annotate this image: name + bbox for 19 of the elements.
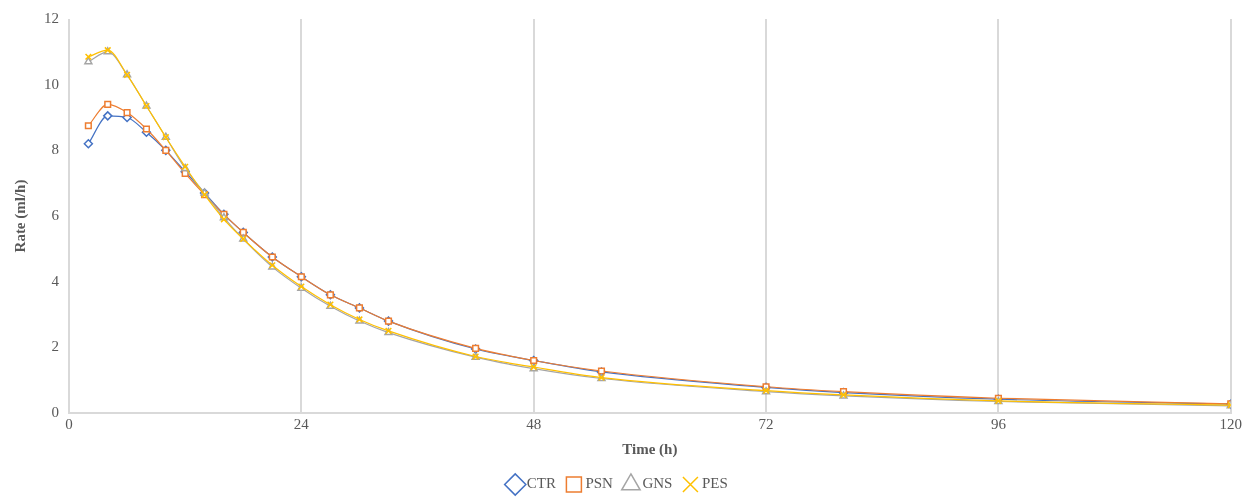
y-tick-label: 0	[51, 403, 59, 420]
x-tick-label: 96	[990, 415, 1007, 432]
legend-label: GNS	[642, 475, 673, 492]
y-tick-label: 6	[51, 206, 60, 223]
y-tick-label: 4	[51, 272, 60, 289]
x-tick-label: 24	[293, 415, 310, 432]
x-tick-label: 72	[758, 415, 774, 432]
y-tick-label: 2	[51, 338, 59, 355]
legend-label: PSN	[585, 475, 614, 492]
x-axis-title: Time (h)	[622, 440, 678, 458]
y-tick-label: 12	[44, 9, 59, 26]
legend-label: CTR	[526, 475, 556, 492]
y-tick-label: 10	[44, 75, 59, 92]
x-tick-label: 48	[526, 415, 542, 432]
y-axis-title: Rate (ml/h)	[11, 179, 29, 253]
x-tick-label: 0	[65, 415, 73, 432]
x-tick-label: 120	[1219, 415, 1242, 432]
legend-label: PES	[701, 475, 728, 492]
y-tick-label: 8	[51, 141, 59, 158]
